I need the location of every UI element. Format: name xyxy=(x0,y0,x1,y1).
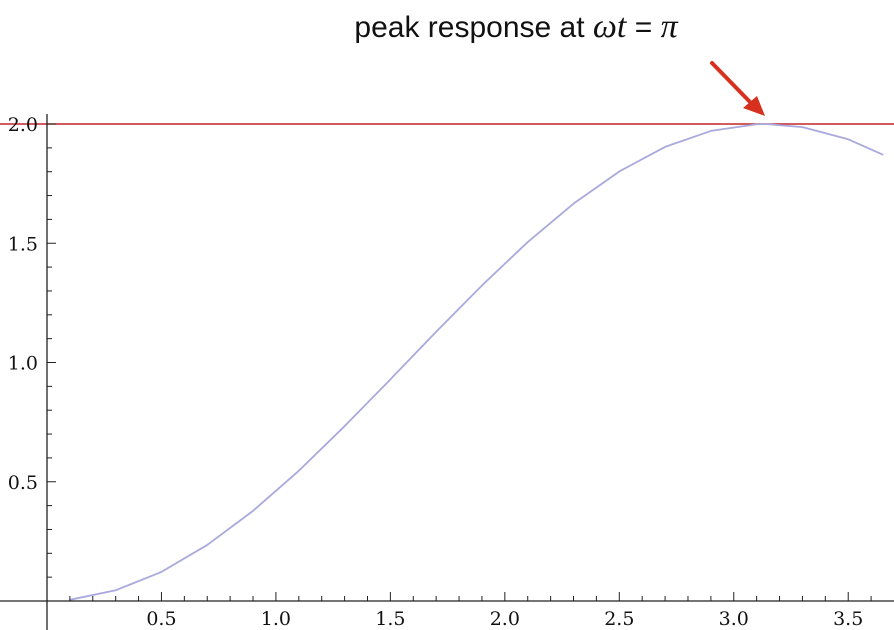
axes xyxy=(0,114,894,630)
annotation-t: t xyxy=(617,8,628,45)
ticks xyxy=(47,123,872,601)
tick-labels: 0.5 1.0 1.5 2.0 2.5 3.0 3.5 0.5 1.0 1.5 2.0 xyxy=(8,114,864,630)
annotation-prefix: peak response at xyxy=(354,11,593,44)
x-tick-label: 1.5 xyxy=(375,608,405,630)
annotation-arrow xyxy=(710,61,765,116)
peak-annotation: peak response at ωt = π xyxy=(354,8,678,45)
x-tick-label: 3.0 xyxy=(719,608,749,630)
x-tick-label: 2.5 xyxy=(604,608,634,630)
y-tick-label: 1.0 xyxy=(8,353,38,375)
y-tick-label: 0.5 xyxy=(8,472,38,494)
x-tick-label: 3.5 xyxy=(833,608,863,630)
series-line-0 xyxy=(68,123,884,601)
annotation-equals: = xyxy=(626,11,660,44)
y-tick-label: 1.5 xyxy=(8,233,38,255)
arrow-shaft xyxy=(710,61,753,105)
annotation-pi: π xyxy=(661,8,679,45)
x-tick-label: 1.0 xyxy=(261,608,291,630)
arrow-head xyxy=(743,96,765,116)
y-tick-label: 2.0 xyxy=(8,114,38,136)
x-tick-label: 2.0 xyxy=(490,608,520,630)
annotation-omega: ω xyxy=(593,8,617,45)
plot-lines xyxy=(0,123,894,601)
x-tick-label: 0.5 xyxy=(146,608,176,630)
